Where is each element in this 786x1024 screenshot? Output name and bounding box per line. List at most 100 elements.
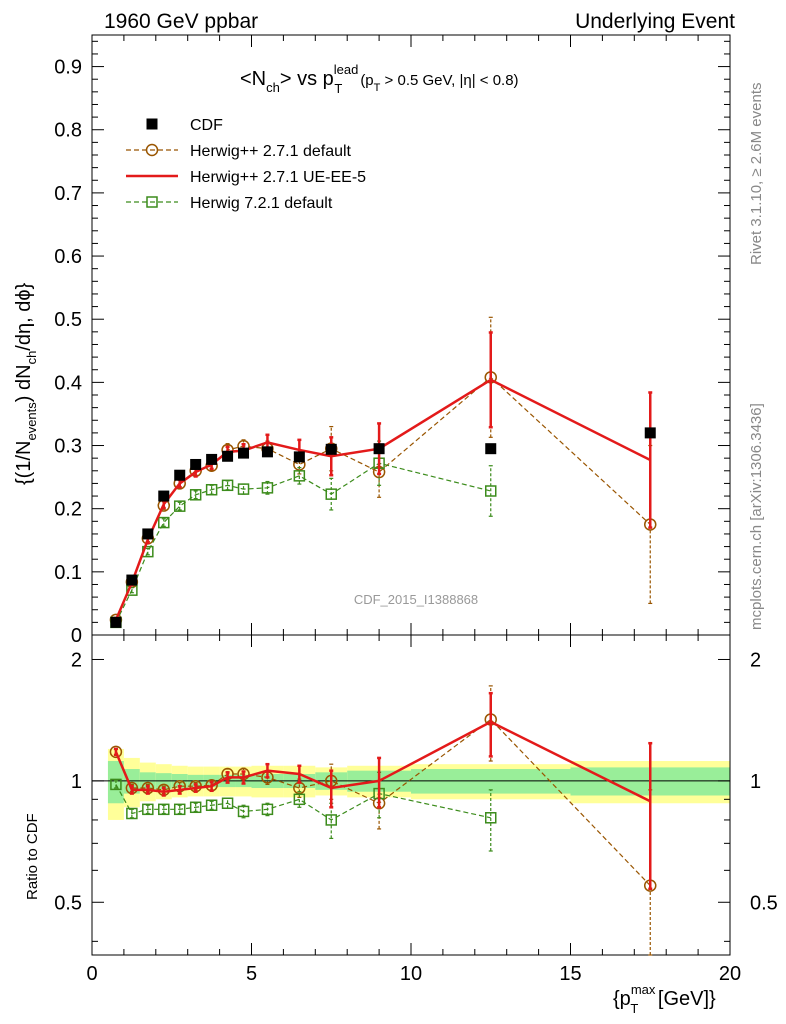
main-panel-frame <box>91 34 731 636</box>
x-tick-label: 0 <box>86 963 97 985</box>
legend-label: CDF <box>190 117 223 134</box>
header-left: 1960 GeV ppbar <box>104 10 258 33</box>
marker-square <box>325 488 337 500</box>
y-tick-label: 0.2 <box>54 499 82 521</box>
ratio-bands <box>92 748 730 820</box>
y-tick-label: 0.1 <box>54 562 82 584</box>
y-tick-label: 0.6 <box>54 246 82 268</box>
y-tick-label: 0.5 <box>54 309 82 331</box>
marker-cdf <box>126 574 138 586</box>
marker-cdf <box>222 450 234 462</box>
y-tick-label: 0.3 <box>54 436 82 458</box>
x-tick-label: 10 <box>400 963 422 985</box>
marker-cdf <box>293 451 305 463</box>
title-cut-b: > 0.5 GeV, |η| < 0.8) <box>380 72 518 89</box>
marker-circle <box>145 143 159 157</box>
ratio-tick-label: 0.5 <box>54 892 82 914</box>
marker-square <box>205 483 218 496</box>
ylabel-p3: /dη, dϕ} <box>13 282 35 350</box>
watermark: CDF_2015_I1388868 <box>354 592 478 607</box>
legend-label: Herwig++ 2.7.1 default <box>190 143 352 160</box>
marker-cdf <box>644 427 656 439</box>
marker-square <box>293 470 306 482</box>
x-tick-label: 15 <box>559 963 581 985</box>
mcplots-label: mcplots.cern.ch [arXiv:1306.3436] <box>748 403 765 630</box>
marker-square <box>158 803 170 816</box>
title-vs-sub: T <box>334 81 342 96</box>
marker-square <box>221 797 234 810</box>
marker-square <box>485 485 497 497</box>
marker-cdf <box>325 443 337 455</box>
ratio-tick-label: 1 <box>71 771 82 793</box>
ratio-tick-label-right: 0.5 <box>750 892 778 914</box>
xlabel-tail: [GeV]} <box>652 988 716 1010</box>
marker-square <box>158 516 170 529</box>
ylabel-p2-sub: ch <box>24 351 39 365</box>
xlabel-sub: T <box>630 1001 638 1016</box>
ylabel-p1-sub: events <box>24 402 39 441</box>
marker-square <box>261 803 274 816</box>
title-cut-a-sub: T <box>374 82 381 94</box>
title-main-sub: ch <box>266 80 280 95</box>
ratio-series <box>109 685 657 956</box>
marker-square <box>205 799 218 812</box>
marker-square <box>325 814 337 826</box>
header-right: Underlying Event <box>575 10 735 33</box>
y-tick-label: 0 <box>71 625 82 647</box>
marker-square <box>173 500 186 512</box>
y-tick-label: 0.8 <box>54 120 82 142</box>
marker-square <box>293 793 306 806</box>
axes-ticks: 0 5 10 15 20 0 0.1 0.2 0.3 0.4 0.5 0.6 0.7 0.8 0.9 0.5 0… <box>54 35 778 985</box>
ylabel-p2: ) dN <box>13 364 35 402</box>
x-tick-label: 20 <box>719 963 741 985</box>
legend: CDF Herwig++ 2.7.1 default Herwig++ 2.7.1 … <box>126 117 366 212</box>
marker-cdf <box>261 446 273 458</box>
marker-cdf <box>110 616 122 628</box>
marker-circle <box>109 745 123 759</box>
xlabel-main: {p <box>613 988 631 1010</box>
marker-cdf <box>174 469 186 481</box>
marker-cdf <box>158 490 170 502</box>
marker-square <box>485 812 497 824</box>
y-tick-label: 0.4 <box>54 372 82 394</box>
title-main: <N <box>240 68 266 90</box>
marker-square <box>189 801 202 814</box>
marker-square <box>237 805 250 818</box>
legend-label: Herwig 7.2.1 default <box>190 195 333 212</box>
y-tick-label: 0.9 <box>54 57 82 79</box>
marker-cdf <box>190 458 202 470</box>
x-axis-label: {pmax T [GeV]} <box>613 982 716 1016</box>
marker-square <box>237 483 250 495</box>
title-vs-sup: lead <box>334 62 359 77</box>
marker-square <box>221 479 234 492</box>
marker-cdf <box>373 443 385 455</box>
rivet-label: Rivet 3.1.10, ≥ 2.6M events <box>748 83 765 266</box>
marker-cdf <box>206 453 218 465</box>
xlabel-sup: max <box>631 982 656 997</box>
ratio-tick-label-right: 1 <box>750 771 761 793</box>
marker-square <box>110 778 122 791</box>
marker-cdf <box>142 528 154 540</box>
marker-square <box>261 482 274 494</box>
ratio-y-axis-label: Ratio to CDF <box>24 813 41 900</box>
plot-series <box>109 316 657 629</box>
legend-label: Herwig++ 2.7.1 UE-EE-5 <box>190 169 366 186</box>
ratio-tick-label-right: 2 <box>750 649 761 671</box>
marker-square <box>142 803 154 816</box>
marker-square <box>126 807 138 820</box>
x-tick-label: 5 <box>246 963 257 985</box>
ratio-tick-label: 2 <box>71 649 82 671</box>
ylabel-p1: {(1/N <box>13 441 35 485</box>
marker-cdf <box>238 447 250 459</box>
marker-square <box>173 803 186 816</box>
title-vs: > vs p <box>280 68 334 90</box>
marker-square <box>189 489 202 501</box>
title-cut-a: (p <box>360 72 373 89</box>
y-axis-label: {(1/Nevents) dNch/dη, dϕ} <box>13 282 39 485</box>
marker-square <box>146 196 158 208</box>
y-tick-label: 0.7 <box>54 183 82 205</box>
plot-title: <Nch> vs plead T (pT > 0.5 GeV, |η| < 0.8) <box>240 62 519 96</box>
marker-cdf <box>485 443 497 455</box>
marker-cdf <box>146 118 158 130</box>
